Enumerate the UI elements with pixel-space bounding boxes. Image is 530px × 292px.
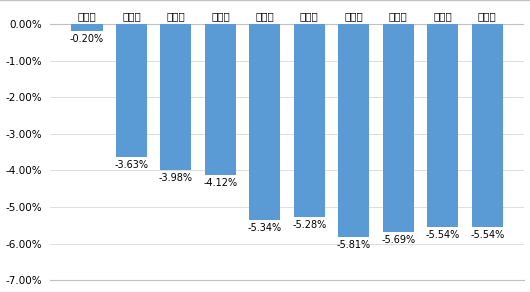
Text: 第四个: 第四个 <box>211 11 230 21</box>
Bar <box>161 24 191 170</box>
Bar <box>294 24 325 218</box>
Text: -5.54%: -5.54% <box>470 230 505 240</box>
Text: 第一个: 第一个 <box>77 11 96 21</box>
Text: -5.28%: -5.28% <box>292 220 326 230</box>
Bar <box>427 24 458 227</box>
Text: -5.54%: -5.54% <box>426 230 460 240</box>
Bar <box>383 24 414 232</box>
Text: 第七个: 第七个 <box>344 11 363 21</box>
Text: 第二个: 第二个 <box>122 11 141 21</box>
Bar <box>472 24 503 227</box>
Text: 第九个: 第九个 <box>434 11 452 21</box>
Text: -4.12%: -4.12% <box>204 178 237 188</box>
Text: 第十个: 第十个 <box>478 11 497 21</box>
Text: -3.98%: -3.98% <box>159 173 193 183</box>
Bar <box>72 24 102 31</box>
Bar <box>249 24 280 220</box>
Text: 第五个: 第五个 <box>255 11 274 21</box>
Text: 第三个: 第三个 <box>166 11 185 21</box>
Text: -0.20%: -0.20% <box>70 34 104 44</box>
Text: -5.34%: -5.34% <box>248 223 282 232</box>
Text: -3.63%: -3.63% <box>114 160 148 170</box>
Bar <box>116 24 147 157</box>
Text: -5.81%: -5.81% <box>337 240 371 250</box>
Text: -5.69%: -5.69% <box>381 235 416 245</box>
Text: 第六个: 第六个 <box>300 11 319 21</box>
Text: 第八个: 第八个 <box>389 11 408 21</box>
Bar <box>205 24 236 175</box>
Bar <box>338 24 369 237</box>
